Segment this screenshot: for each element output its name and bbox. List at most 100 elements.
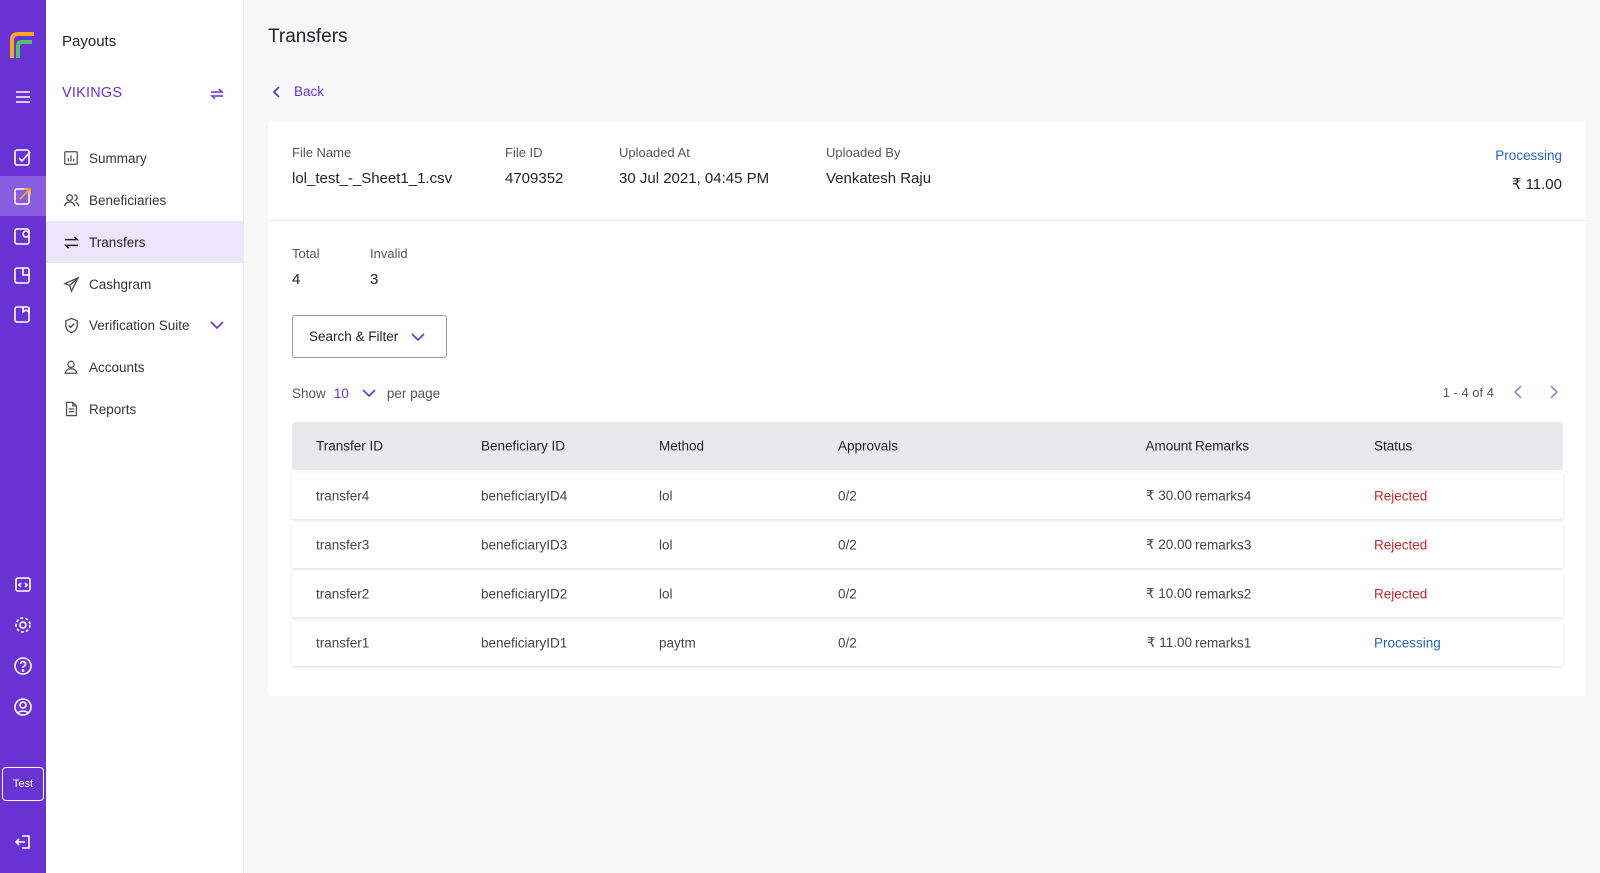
file-status-badge: Processing (1495, 148, 1562, 163)
developers-icon[interactable] (11, 572, 35, 596)
approvals-cell: 0/2 (838, 586, 857, 602)
file-name-label: File Name (292, 145, 352, 160)
profile-icon[interactable] (11, 695, 35, 719)
uploaded-at-value: 30 Jul 2021, 04:45 PM (619, 170, 770, 187)
uploaded-by-label: Uploaded By (826, 145, 901, 160)
cashfree-logo-icon[interactable] (10, 30, 36, 60)
remarks-cell: remarks2 (1195, 586, 1252, 602)
sidebar-item-transfers[interactable]: Transfers (46, 221, 244, 263)
invalid-label: Invalid (370, 246, 408, 261)
approvals-cell: 0/2 (838, 488, 857, 504)
prev-page-icon[interactable] (1510, 383, 1528, 401)
method-cell: paytm (659, 635, 696, 651)
show-label: Show (292, 385, 326, 401)
test-mode-button[interactable]: Test (2, 767, 44, 801)
sidebar-item-label: Summary (89, 150, 147, 166)
table-row[interactable]: transfer4 beneficiaryID4 lol 0/2 ₹ 30.00… (292, 473, 1563, 519)
beneficiary-id-cell: beneficiaryID4 (481, 488, 568, 504)
remarks-cell: remarks3 (1195, 537, 1252, 553)
sidebar-item-cashgram[interactable]: Cashgram (46, 263, 244, 305)
chevron-down-icon[interactable] (361, 385, 377, 401)
method-cell: lol (659, 537, 673, 553)
app-title: Payouts (62, 33, 117, 50)
payouts-icon[interactable] (0, 176, 46, 216)
approvals-cell: 0/2 (838, 635, 857, 651)
uploaded-by-block: Uploaded By Venkatesh Raju (826, 145, 931, 187)
chevron-left-icon (272, 85, 280, 98)
status-cell: Rejected (1374, 537, 1428, 553)
send-icon (62, 275, 80, 293)
file-total-amount: ₹ 11.00 (1511, 176, 1562, 193)
invoices-icon[interactable] (11, 302, 35, 326)
back-label: Back (294, 84, 325, 99)
user-icon (62, 358, 80, 376)
total-value: 4 (292, 271, 301, 288)
search-filter-button[interactable]: Search & Filter (292, 315, 447, 358)
pagination: 1 - 4 of 4 (1443, 383, 1562, 401)
transfer-id-cell: transfer2 (316, 586, 370, 602)
method-cell: lol (659, 586, 673, 602)
header-transfer-id: Transfer ID (316, 438, 384, 454)
transfers-table: Transfer ID Beneficiary ID Method Approv… (292, 422, 1563, 666)
sidebar-item-summary[interactable]: Summary (46, 137, 244, 179)
table-row[interactable]: transfer1 beneficiaryID1 paytm 0/2 ₹ 11.… (292, 620, 1563, 666)
sidebar-item-reports[interactable]: Reports (46, 388, 244, 430)
chevron-down-icon (411, 332, 425, 341)
payment-gateway-icon[interactable] (11, 145, 35, 169)
table-row[interactable]: transfer2 beneficiaryID2 lol 0/2 ₹ 10.00… (292, 571, 1563, 617)
invalid-value: 3 (370, 271, 379, 288)
header-remarks: Remarks (1195, 438, 1250, 454)
amount-cell: ₹ 30.00 (1145, 488, 1192, 503)
org-name[interactable]: VIKINGS (62, 85, 123, 101)
pagination-range: 1 - 4 of 4 (1442, 384, 1494, 400)
uploaded-at-label: Uploaded At (619, 145, 690, 160)
sidebar-item-label: Accounts (89, 359, 145, 375)
uploaded-by-value: Venkatesh Raju (826, 170, 932, 187)
per-page-value[interactable]: 10 (333, 385, 349, 401)
transfer-arrows-icon (62, 233, 80, 251)
sidebar-item-label: Verification Suite (89, 317, 190, 333)
bar-chart-icon (62, 149, 80, 167)
header-amount: Amount (1145, 438, 1192, 454)
remarks-cell: remarks4 (1195, 488, 1252, 504)
uploaded-at-block: Uploaded At 30 Jul 2021, 04:45 PM (619, 145, 769, 187)
sidebar-item-label: Reports (89, 401, 137, 417)
header-approvals: Approvals (838, 438, 899, 454)
approvals-cell: 0/2 (838, 537, 857, 553)
chevron-down-icon[interactable] (209, 317, 225, 333)
transfer-id-cell: transfer4 (316, 488, 370, 504)
table-header: Transfer ID Beneficiary ID Method Approv… (292, 422, 1563, 470)
subscriptions-icon[interactable] (11, 263, 35, 287)
switch-org-icon[interactable] (209, 86, 225, 102)
sidebar-item-beneficiaries[interactable]: Beneficiaries (46, 179, 244, 221)
amount-cell: ₹ 10.00 (1145, 586, 1192, 601)
file-id-value: 4709352 (505, 170, 564, 187)
beneficiary-id-cell: beneficiaryID3 (481, 537, 568, 553)
page-title: Transfers (268, 26, 348, 47)
total-label: Total (292, 246, 320, 261)
users-icon (62, 191, 80, 209)
payouts-sidebar: Payouts VIKINGS Summary Beneficiaries Tr… (46, 0, 244, 873)
remarks-cell: remarks1 (1195, 635, 1252, 651)
amount-cell: ₹ 11.00 (1146, 635, 1192, 650)
status-cell: Rejected (1374, 586, 1428, 602)
hamburger-menu-icon[interactable] (11, 85, 35, 109)
back-button[interactable]: Back (270, 84, 324, 99)
beneficiary-id-cell: beneficiaryID1 (481, 635, 568, 651)
sidebar-item-verification-suite[interactable]: Verification Suite (46, 304, 244, 346)
next-page-icon[interactable] (1544, 383, 1562, 401)
auto-collect-icon[interactable] (11, 224, 35, 248)
sidebar-item-label: Cashgram (89, 276, 152, 292)
logout-icon[interactable] (11, 830, 35, 854)
per-page-label: per page (386, 385, 441, 401)
file-id-label: File ID (505, 145, 543, 160)
beneficiary-id-cell: beneficiaryID2 (481, 586, 568, 602)
transfer-id-cell: transfer3 (316, 537, 370, 553)
file-name-block: File Name lol_test_-_Sheet1_1.csv (292, 145, 452, 187)
sidebar-item-accounts[interactable]: Accounts (46, 346, 244, 388)
help-icon[interactable] (11, 654, 35, 678)
file-id-block: File ID 4709352 (505, 145, 563, 187)
settings-gear-icon[interactable] (11, 613, 35, 637)
table-row[interactable]: transfer3 beneficiaryID3 lol 0/2 ₹ 20.00… (292, 522, 1563, 568)
method-cell: lol (659, 488, 673, 504)
